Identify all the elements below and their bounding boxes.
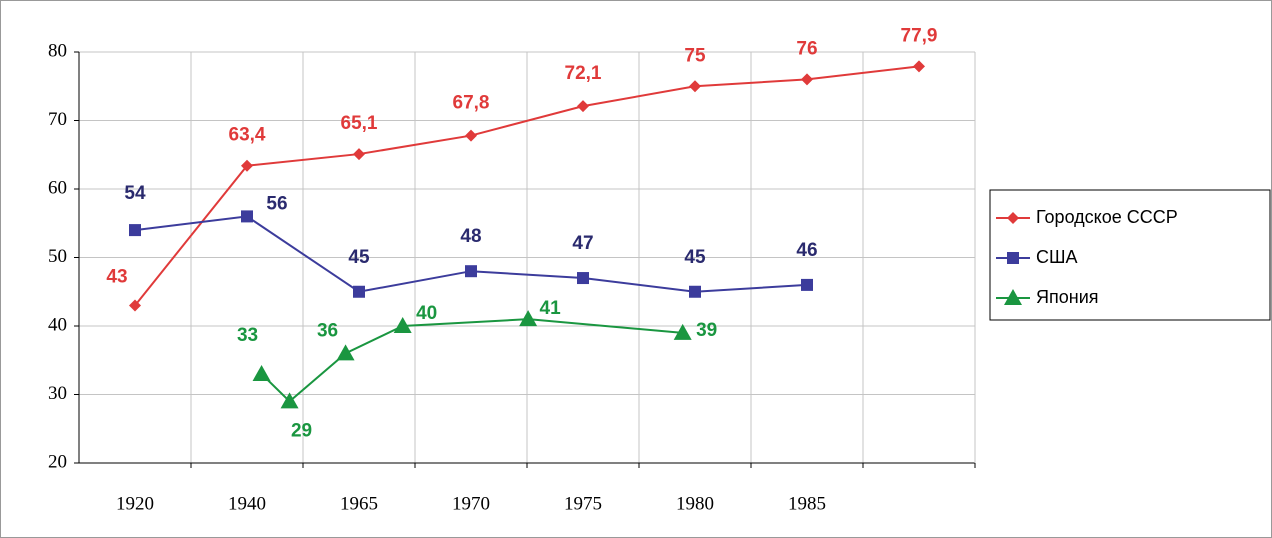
data-label: 47 xyxy=(572,233,593,254)
marker xyxy=(673,323,692,340)
data-label: 46 xyxy=(796,240,817,261)
y-tick-label: 70 xyxy=(48,109,67,130)
data-label: 45 xyxy=(684,247,706,268)
x-tick-label: 1920 xyxy=(116,493,154,514)
marker xyxy=(801,73,813,86)
marker xyxy=(465,265,477,278)
marker xyxy=(280,392,299,409)
legend-marker xyxy=(1007,212,1019,224)
data-label: 77,9 xyxy=(901,25,938,46)
legend-label: Япония xyxy=(1036,287,1099,307)
marker xyxy=(465,129,477,142)
data-label: 40 xyxy=(416,303,437,324)
data-label: 43 xyxy=(106,266,127,287)
data-label: 75 xyxy=(684,45,706,66)
marker xyxy=(353,285,365,298)
data-label: 39 xyxy=(696,320,717,341)
marker xyxy=(129,299,141,312)
x-tick-label: 1940 xyxy=(228,493,266,514)
data-label: 33 xyxy=(237,325,258,346)
data-label: 41 xyxy=(540,298,562,319)
data-label: 72,1 xyxy=(565,63,602,84)
marker xyxy=(689,285,701,298)
marker xyxy=(241,210,253,223)
legend-box xyxy=(989,189,1271,321)
x-tick-label: 1975 xyxy=(564,493,602,514)
y-tick-label: 30 xyxy=(48,383,67,404)
data-label: 67,8 xyxy=(453,93,490,114)
legend-marker xyxy=(1007,252,1019,264)
marker xyxy=(353,148,365,161)
legend-label: Городское СССР xyxy=(1036,207,1178,227)
x-tick-label: 1980 xyxy=(676,493,714,514)
marker xyxy=(252,364,271,381)
x-tick-label: 1970 xyxy=(452,493,490,514)
data-label: 65,1 xyxy=(341,113,378,134)
y-tick-label: 40 xyxy=(48,314,67,335)
data-label: 54 xyxy=(124,183,146,204)
marker xyxy=(519,310,538,327)
data-label: 29 xyxy=(291,420,312,441)
marker xyxy=(689,80,701,93)
y-tick-label: 60 xyxy=(48,177,67,198)
marker xyxy=(801,278,813,291)
y-tick-label: 80 xyxy=(48,40,67,61)
x-tick-label: 1965 xyxy=(340,493,378,514)
x-tick-label: 1985 xyxy=(788,493,826,514)
marker xyxy=(336,344,355,361)
data-label: 45 xyxy=(348,247,370,268)
marker xyxy=(393,317,412,333)
marker xyxy=(129,224,141,237)
series-line xyxy=(134,65,920,307)
data-label: 48 xyxy=(460,226,481,247)
data-label: 63,4 xyxy=(229,125,266,146)
legend-marker xyxy=(1004,289,1022,305)
data-label: 76 xyxy=(796,38,817,59)
series-line xyxy=(260,318,683,403)
y-tick-label: 20 xyxy=(48,451,67,472)
marker xyxy=(577,272,589,285)
data-label: 56 xyxy=(266,193,287,214)
legend-label: США xyxy=(1036,247,1078,267)
marker xyxy=(241,159,253,172)
data-label: 36 xyxy=(317,320,338,341)
y-tick-label: 50 xyxy=(48,246,67,267)
marker xyxy=(913,60,925,73)
marker xyxy=(577,100,589,113)
